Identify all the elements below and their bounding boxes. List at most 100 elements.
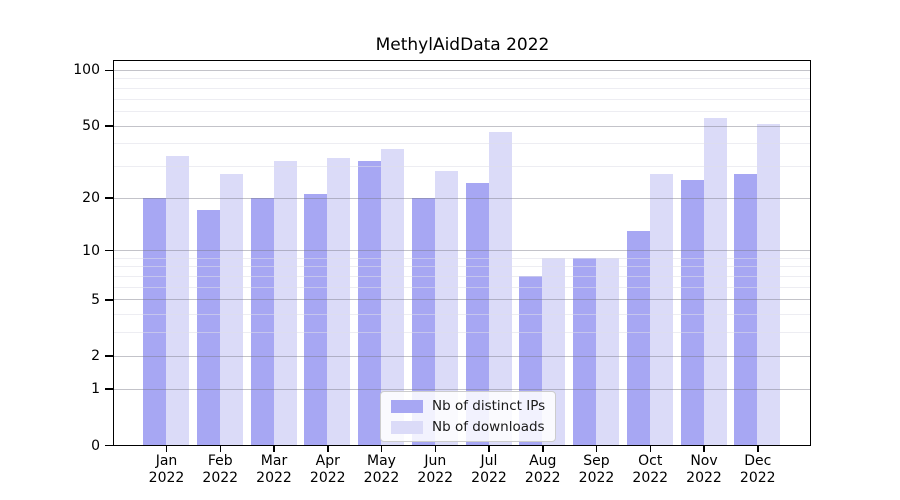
bar-ips-oct bbox=[626, 230, 650, 445]
x-tick-month: Nov bbox=[690, 452, 718, 469]
y-tick-label: 100 bbox=[73, 62, 100, 79]
x-tick-year: 2022 bbox=[524, 469, 561, 486]
y-axis-tick bbox=[105, 249, 113, 252]
bar-downloads-oct bbox=[649, 174, 673, 445]
y-axis-tick bbox=[105, 69, 113, 72]
x-tick-label: Sep 2022 bbox=[567, 453, 627, 487]
plot-area: Nb of distinct IPs Nb of downloads bbox=[113, 60, 811, 446]
bar-downloads-jan bbox=[166, 156, 189, 445]
major-gridline bbox=[114, 355, 810, 357]
y-axis-tick bbox=[105, 388, 113, 390]
x-tick-month: Feb bbox=[207, 452, 233, 469]
minor-gridline bbox=[114, 314, 810, 316]
bar-ips-jun bbox=[411, 197, 435, 445]
x-axis-tick bbox=[380, 445, 383, 452]
x-tick-month: May bbox=[367, 452, 396, 469]
major-gridline bbox=[114, 125, 810, 127]
legend-swatch bbox=[391, 420, 423, 434]
minor-gridline bbox=[114, 332, 810, 334]
x-tick-year: 2022 bbox=[363, 469, 400, 486]
y-tick-label: 10 bbox=[82, 242, 100, 259]
x-tick-month: Jun bbox=[424, 452, 447, 469]
minor-gridline bbox=[114, 276, 810, 278]
y-tick-label: 20 bbox=[82, 190, 100, 207]
x-tick-year: 2022 bbox=[202, 469, 239, 486]
legend-row: Nb of downloads bbox=[391, 419, 545, 435]
y-tick-label: 1 bbox=[91, 381, 100, 398]
bar-downloads-may bbox=[381, 149, 404, 445]
x-axis-tick bbox=[219, 445, 221, 452]
legend: Nb of distinct IPs Nb of downloads bbox=[380, 391, 557, 442]
bars-layer bbox=[114, 61, 810, 445]
major-gridline bbox=[114, 197, 810, 199]
bar-downloads-mar bbox=[273, 160, 297, 445]
bar-downloads-jul bbox=[488, 132, 512, 445]
y-tick-label: 0 bbox=[91, 437, 100, 454]
gridlines-layer bbox=[114, 61, 810, 445]
x-tick-year: 2022 bbox=[632, 469, 669, 486]
x-tick-label: May 2022 bbox=[352, 453, 412, 487]
x-tick-month: Apr bbox=[315, 452, 340, 469]
minor-gridline bbox=[114, 78, 810, 80]
major-gridline bbox=[114, 299, 810, 301]
x-axis-tick bbox=[542, 445, 544, 452]
minor-gridline bbox=[114, 98, 810, 100]
x-tick-month: Dec bbox=[744, 452, 772, 469]
minor-gridline bbox=[114, 266, 810, 268]
x-tick-year: 2022 bbox=[256, 469, 292, 486]
x-tick-year: 2022 bbox=[417, 469, 454, 486]
bar-downloads-jun bbox=[434, 171, 458, 445]
y-axis-tick bbox=[105, 125, 113, 127]
x-tick-month: Jan bbox=[155, 452, 178, 469]
x-axis-tick bbox=[434, 445, 436, 452]
major-gridline bbox=[114, 69, 810, 71]
x-tick-month: Sep bbox=[583, 452, 610, 469]
y-axis-tick bbox=[105, 444, 113, 447]
major-gridline bbox=[114, 388, 810, 390]
bar-ips-apr bbox=[304, 193, 328, 445]
x-tick-month: Jul bbox=[480, 452, 498, 469]
bar-ips-feb bbox=[196, 210, 220, 445]
x-tick-year: 2022 bbox=[309, 469, 346, 486]
x-axis-tick bbox=[757, 445, 759, 452]
x-axis-tick bbox=[703, 445, 705, 452]
bar-ips-dec bbox=[734, 174, 758, 445]
x-tick-label: Jul 2022 bbox=[459, 453, 519, 487]
x-axis-tick bbox=[595, 445, 598, 452]
bar-ips-sep bbox=[573, 257, 596, 445]
bar-ips-may bbox=[358, 160, 381, 445]
x-tick-label: Aug 2022 bbox=[513, 453, 573, 487]
x-tick-label: Oct 2022 bbox=[620, 453, 680, 487]
bar-downloads-sep bbox=[596, 257, 619, 445]
y-tick-label: 50 bbox=[82, 118, 100, 134]
y-tick-label: 5 bbox=[91, 291, 100, 308]
minor-gridline bbox=[114, 257, 810, 259]
x-tick-year: 2022 bbox=[578, 469, 615, 486]
bar-ips-mar bbox=[250, 197, 274, 445]
x-tick-label: Apr 2022 bbox=[298, 453, 358, 487]
x-axis-tick bbox=[327, 445, 329, 452]
x-tick-year: 2022 bbox=[471, 469, 507, 486]
bar-downloads-dec bbox=[757, 123, 781, 445]
minor-gridline bbox=[114, 110, 810, 112]
x-tick-year: 2022 bbox=[686, 469, 722, 486]
bar-ips-nov bbox=[680, 180, 704, 445]
legend-row: Nb of distinct IPs bbox=[391, 398, 545, 414]
x-tick-label: Feb 2022 bbox=[190, 453, 250, 487]
y-axis-tick bbox=[105, 197, 113, 199]
y-tick-label: 2 bbox=[91, 348, 100, 365]
legend-label: Nb of downloads bbox=[432, 419, 545, 435]
bar-ips-jan bbox=[143, 197, 166, 445]
x-axis-tick bbox=[649, 445, 651, 452]
major-gridline bbox=[114, 250, 810, 252]
x-axis-tick bbox=[488, 445, 490, 452]
bar-downloads-feb bbox=[219, 174, 243, 445]
bar-downloads-nov bbox=[703, 117, 727, 445]
legend-swatch bbox=[391, 399, 423, 413]
legend-label: Nb of distinct IPs bbox=[432, 398, 546, 414]
bar-downloads-apr bbox=[327, 158, 351, 445]
x-tick-label: Nov 2022 bbox=[674, 453, 734, 487]
x-tick-label: Jan 2022 bbox=[137, 453, 197, 487]
x-tick-label: Jun 2022 bbox=[405, 453, 465, 487]
